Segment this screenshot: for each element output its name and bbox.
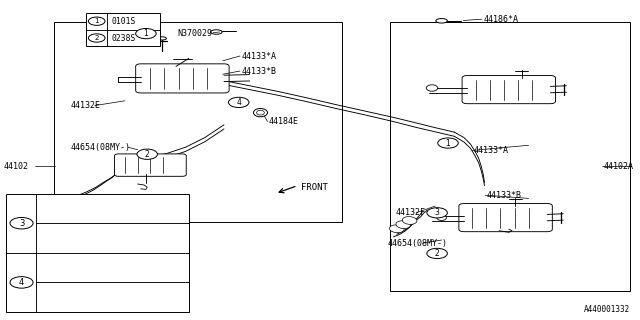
Text: 1: 1	[95, 18, 99, 24]
FancyBboxPatch shape	[86, 13, 160, 46]
Ellipse shape	[403, 217, 417, 224]
Text: 2: 2	[95, 35, 99, 41]
Text: 44132G*A (-07MY): 44132G*A (-07MY)	[43, 204, 117, 213]
FancyBboxPatch shape	[462, 76, 556, 104]
Text: 2: 2	[435, 249, 440, 258]
FancyBboxPatch shape	[136, 64, 229, 93]
Ellipse shape	[426, 85, 438, 91]
Text: 44132F: 44132F	[396, 208, 426, 217]
Text: 44133*A: 44133*A	[474, 146, 509, 155]
FancyBboxPatch shape	[6, 194, 189, 312]
FancyBboxPatch shape	[115, 154, 186, 176]
Circle shape	[427, 208, 447, 218]
Text: 44132E: 44132E	[70, 101, 100, 110]
Ellipse shape	[436, 19, 447, 23]
Text: 44133*B: 44133*B	[486, 191, 522, 200]
Text: 1: 1	[445, 139, 451, 148]
Text: 0101S: 0101S	[111, 17, 136, 26]
Text: 1: 1	[143, 29, 148, 38]
Text: 44654(08MY-): 44654(08MY-)	[387, 239, 447, 248]
Circle shape	[88, 17, 105, 25]
Text: 44132G*C (08MY-): 44132G*C (08MY-)	[43, 293, 117, 302]
Ellipse shape	[211, 30, 222, 34]
Text: 44102A: 44102A	[604, 162, 634, 171]
Ellipse shape	[253, 108, 268, 117]
Text: 44654(08MY-): 44654(08MY-)	[70, 143, 131, 152]
Ellipse shape	[436, 215, 447, 220]
Text: 0238S: 0238S	[111, 34, 136, 43]
Text: 3: 3	[19, 219, 24, 228]
Circle shape	[427, 248, 447, 259]
Text: 2: 2	[145, 150, 150, 159]
Text: 4: 4	[236, 98, 241, 107]
Text: 44102: 44102	[3, 162, 28, 171]
Text: N370029: N370029	[177, 29, 212, 38]
Text: 44184E: 44184E	[269, 117, 299, 126]
FancyBboxPatch shape	[459, 204, 552, 232]
Text: 44132G*C (08MY-): 44132G*C (08MY-)	[43, 234, 117, 243]
Text: 3: 3	[435, 208, 440, 217]
Circle shape	[136, 28, 156, 39]
Ellipse shape	[396, 221, 410, 228]
Circle shape	[10, 218, 33, 229]
Ellipse shape	[157, 37, 166, 40]
Circle shape	[228, 97, 249, 108]
Text: 44133*A: 44133*A	[242, 52, 277, 60]
Circle shape	[88, 34, 105, 42]
Text: 44186*A: 44186*A	[483, 15, 518, 24]
Circle shape	[10, 276, 33, 288]
Ellipse shape	[257, 110, 264, 115]
Text: 44132G*B (-07MY): 44132G*B (-07MY)	[43, 263, 117, 272]
Text: A440001332: A440001332	[584, 305, 630, 314]
Circle shape	[137, 149, 157, 159]
Text: 44133*B: 44133*B	[242, 67, 277, 76]
Text: 4: 4	[19, 278, 24, 287]
Circle shape	[438, 138, 458, 148]
Text: FRONT: FRONT	[301, 183, 328, 192]
Ellipse shape	[390, 225, 404, 233]
